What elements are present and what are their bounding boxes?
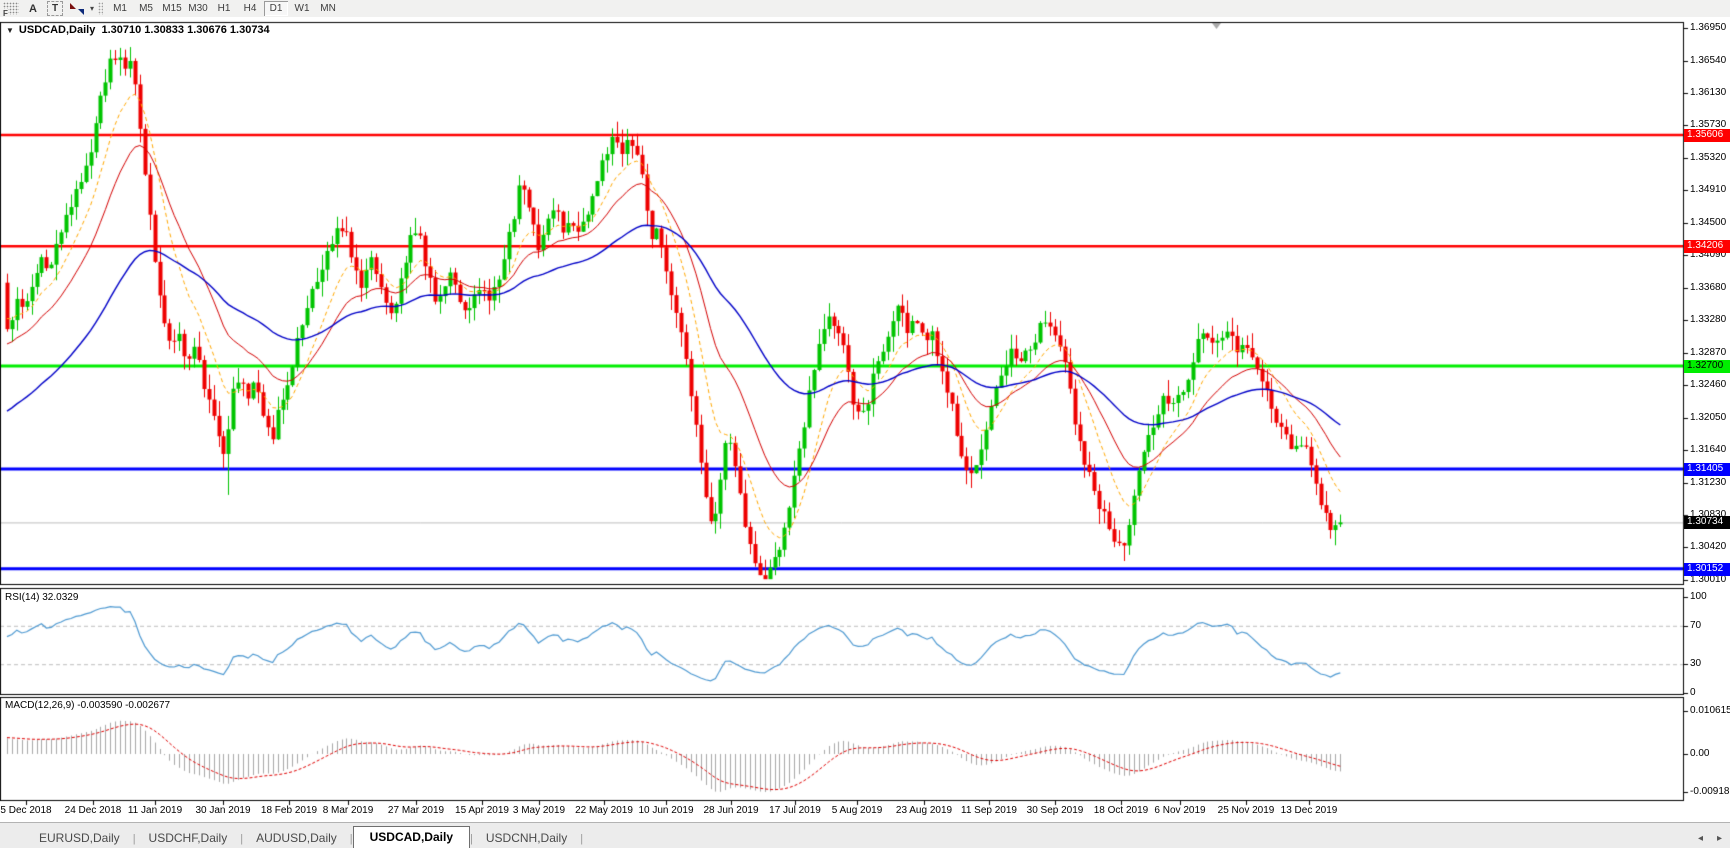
timeframe-w1[interactable]: W1 [294,3,310,14]
rsi-label: RSI(14) 32.0329 [5,592,79,603]
tab-separator: | [132,833,136,845]
timeframe-m30[interactable]: M30 [188,3,208,14]
date-label: 10 Jun 2019 [638,805,694,816]
macd-label: MACD(12,26,9) -0.003590 -0.002677 [5,700,171,711]
date-label: 3 May 2019 [512,805,566,816]
date-label: 22 May 2019 [575,805,633,816]
chart-canvas[interactable] [0,17,1730,822]
chevron-down-icon[interactable]: ▾ [90,4,95,13]
tab-separator: | [240,833,244,845]
date-label: 6 Nov 2019 [1154,805,1206,816]
timeframe-mn[interactable]: MN [320,3,336,14]
date-label: 8 Mar 2019 [322,805,374,816]
date-label: 30 Sep 2019 [1026,805,1084,816]
tab-separator: | [470,833,473,845]
text-icon[interactable]: T [47,1,63,16]
fibonacci-icon[interactable]: F [3,2,19,18]
rsi-tick-label: 0 [1690,687,1696,698]
timeframe-m5[interactable]: M5 [139,3,153,14]
price-tick-label: 1.31230 [1690,476,1727,488]
price-tick-label: 1.30420 [1690,541,1727,553]
timeframe-m15[interactable]: M15 [162,3,182,14]
level-badge: 1.34206 [1684,240,1730,254]
level-badge: 1.30152 [1684,562,1730,576]
tab-scroll-left-icon[interactable]: ◂ [1697,833,1703,844]
timeframe-d1[interactable]: D1 [264,1,289,16]
ohlc-values: 1.30710 1.30833 1.30676 1.30734 [101,24,270,36]
date-label: 5 Aug 2019 [831,805,883,816]
toolbar-separator [98,2,104,15]
rsi-tick-label: 100 [1690,591,1707,602]
price-tick-label: 1.30830 [1690,508,1727,520]
rsi-tick-label: 30 [1690,658,1702,669]
price-tick-label: 1.34500 [1690,216,1727,228]
tab-audusd[interactable]: AUDUSD,Daily [256,831,337,845]
price-tick-label: 1.31640 [1690,444,1727,456]
date-label: 28 Jun 2019 [703,805,759,816]
tab-separator: | [580,833,584,845]
current-price-badge: 1.30734 [1684,516,1730,530]
date-label: 30 Jan 2019 [195,805,251,816]
timeframe-h1[interactable]: H1 [217,3,231,14]
date-label: 18 Oct 2019 [1093,805,1149,816]
price-tick-label: 1.33280 [1690,313,1727,325]
timeframe-buttons: M1 M5 M15 M30 H1 H4 D1 W1 MN [107,0,341,17]
price-tick-label: 1.36540 [1690,54,1727,66]
price-tick-label: 1.35320 [1690,151,1727,163]
macd-tick-label: 0.010615 [1690,705,1730,716]
date-label: 23 Aug 2019 [895,805,953,816]
price-tick-label: 1.35730 [1690,119,1727,131]
price-tick-label: 1.32050 [1690,411,1727,423]
top-toolbar: F A T ▾ M1 M5 M15 M30 H1 H4 D1 W1 MN [0,0,1730,18]
date-label: 5 Dec 2018 [0,805,52,816]
symbol-period: USDCAD,Daily [18,24,96,36]
tab-separator: | [349,833,353,845]
level-badge: 1.31405 [1684,463,1730,477]
chart-dropdown-icon[interactable]: ▼ [6,26,14,35]
text-label-icon[interactable]: A [29,2,37,15]
rsi-tick-label: 70 [1690,620,1702,631]
tab-usdcad[interactable]: USDCAD,Daily [352,826,470,848]
tab-scroll-right-icon[interactable]: ▸ [1716,833,1722,844]
price-tick-label: 1.36130 [1690,87,1727,99]
date-label: 18 Feb 2019 [260,805,318,816]
level-badge: 1.35606 [1684,128,1730,142]
tab-usdcnh[interactable]: USDCNH,Daily [485,831,568,845]
price-tick-label: 1.34090 [1690,249,1727,261]
timeframe-m1[interactable]: M1 [113,3,127,14]
price-tick-label: 1.30010 [1690,574,1727,585]
chart-tab-bar: EURUSD,Daily | USDCHF,Daily | AUDUSD,Daily | U… [0,822,1730,848]
price-tick-label: 1.32460 [1690,379,1727,391]
macd-tick-label: 0.00 [1690,748,1710,759]
arrows-icon[interactable] [69,2,86,15]
level-badge: 1.32700 [1684,360,1730,374]
date-label: 13 Dec 2019 [1280,805,1338,816]
date-label: 11 Jan 2019 [127,805,183,816]
timeframe-h4[interactable]: H4 [243,3,257,14]
chart-tabs: EURUSD,Daily | USDCHF,Daily | AUDUSD,Daily | U… [26,825,583,848]
price-tick-label: 1.33680 [1690,282,1727,294]
price-tick-label: 1.36950 [1690,22,1727,33]
tab-usdchf[interactable]: USDCHF,Daily [148,831,228,845]
date-label: 24 Dec 2018 [64,805,122,816]
chart-title: ▼ USDCAD,Daily 1.30710 1.30833 1.30676 1.… [6,24,270,36]
date-label: 15 Apr 2019 [455,805,509,816]
price-tick-label: 1.34910 [1690,184,1727,196]
price-tick-label: 1.32870 [1690,346,1727,358]
date-label: 25 Nov 2019 [1217,805,1275,816]
date-label: 27 Mar 2019 [387,805,445,816]
date-label: 11 Sep 2019 [961,805,1017,816]
tab-eurusd[interactable]: EURUSD,Daily [39,831,120,845]
date-label: 17 Jul 2019 [769,805,821,816]
